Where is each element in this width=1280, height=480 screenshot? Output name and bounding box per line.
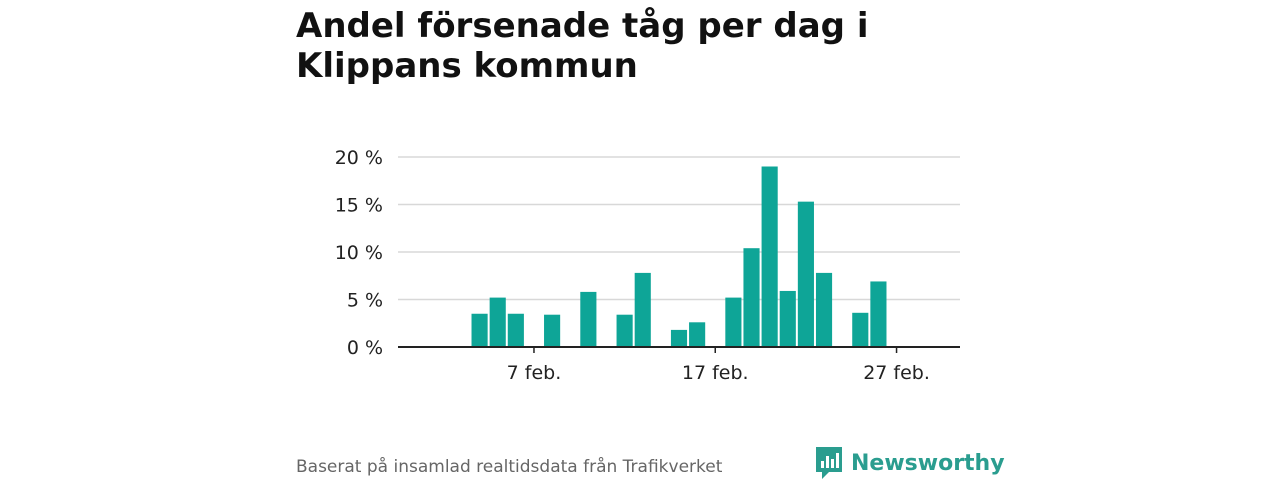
bar bbox=[471, 313, 488, 347]
bar bbox=[616, 314, 633, 347]
x-tick-label: 17 feb. bbox=[682, 362, 749, 384]
bar bbox=[852, 312, 869, 347]
bar bbox=[580, 291, 597, 347]
brand-name: Newsworthy bbox=[851, 450, 1005, 476]
brand-logo: Newsworthy bbox=[815, 446, 1005, 480]
bar bbox=[779, 290, 796, 347]
bar bbox=[725, 297, 742, 347]
x-tick-label: 7 feb. bbox=[507, 362, 562, 384]
bar bbox=[507, 313, 524, 347]
gridlines bbox=[398, 156, 960, 301]
bar bbox=[743, 248, 760, 347]
y-tick-label: 15 % bbox=[335, 195, 383, 217]
bar bbox=[544, 314, 561, 347]
bar bbox=[870, 281, 887, 347]
newsworthy-logo-icon bbox=[816, 447, 842, 479]
bar bbox=[689, 322, 706, 347]
source-note: Baserat på insamlad realtidsdata från Tr… bbox=[296, 457, 723, 477]
bar bbox=[797, 201, 814, 347]
bar bbox=[489, 297, 506, 347]
y-tick-label: 20 % bbox=[335, 147, 383, 169]
bar bbox=[761, 166, 778, 347]
chart-title: Andel försenade tåg per dag i Klippans k… bbox=[296, 6, 869, 86]
bar bbox=[815, 272, 833, 347]
bar bbox=[670, 329, 688, 347]
y-tick-label: 5 % bbox=[347, 290, 383, 312]
y-tick-label: 10 % bbox=[335, 242, 383, 264]
bar bbox=[634, 272, 651, 347]
bars bbox=[471, 166, 887, 347]
x-tick-label: 27 feb. bbox=[863, 362, 930, 384]
axes: 0 % 5 % 10 % 15 % 20 % 7 feb. 17 feb. 27 feb. bbox=[335, 147, 960, 384]
y-tick-label: 0 % bbox=[347, 337, 383, 359]
